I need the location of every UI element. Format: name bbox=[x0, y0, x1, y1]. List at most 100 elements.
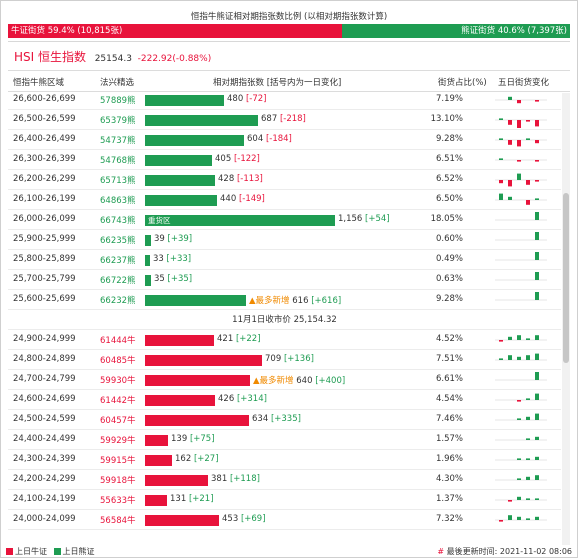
footer: 上日牛证 上日熊证 # 最後更新时间: 2021-11-02 08:06 bbox=[6, 546, 572, 557]
sparkline-bar bbox=[508, 515, 512, 520]
row-code-link[interactable]: 59930牛 bbox=[100, 376, 136, 386]
table-row[interactable]: 25,700-25,799 66722熊 35 [+35] 0.63% bbox=[8, 270, 561, 290]
row-code-link[interactable]: 66237熊 bbox=[100, 256, 136, 266]
sparkline-bar bbox=[517, 140, 521, 147]
table-row[interactable]: 24,500-24,599 60457牛 634 [+335] 7.46% bbox=[8, 410, 561, 430]
column-spark: 五日街货变化 bbox=[498, 78, 550, 88]
table-row[interactable]: 26,600-26,699 57889熊 480 [-72] 7.19% bbox=[8, 93, 561, 110]
five-day-sparkline bbox=[495, 413, 547, 421]
sparkline-bar bbox=[526, 518, 530, 520]
row-code-link[interactable]: 66232熊 bbox=[100, 296, 136, 306]
sparkline-bar bbox=[535, 393, 539, 400]
table-row[interactable]: 26,000-26,099 66743熊 重货区 1,156 [+54] 18.05% bbox=[8, 210, 561, 230]
quantity-value: 480 bbox=[227, 94, 244, 104]
most-new-mark: ▲最多新增 bbox=[249, 296, 290, 306]
table-row[interactable]: 24,700-24,799 59930牛 ▲最多新增 640 [+400] 6.61% bbox=[8, 370, 561, 390]
sparkline-bar bbox=[517, 120, 521, 128]
sparkline-bar bbox=[517, 418, 521, 420]
row-code-link[interactable]: 54737熊 bbox=[100, 136, 136, 146]
row-share-pct: 4.52% bbox=[435, 334, 463, 344]
table-row[interactable]: 24,400-24,499 59929牛 139 [+75] 1.57% bbox=[8, 430, 561, 450]
table-row[interactable]: 26,100-26,199 64863熊 440 [-149] 6.50% bbox=[8, 190, 561, 210]
row-range: 24,500-24,599 bbox=[13, 414, 76, 424]
row-code-link[interactable]: 55633牛 bbox=[100, 496, 136, 506]
five-day-sparkline bbox=[495, 515, 547, 522]
row-share-pct: 1.96% bbox=[435, 454, 463, 464]
sparkline-bar bbox=[517, 356, 521, 360]
five-day-sparkline bbox=[495, 335, 547, 342]
row-quantity: ▲最多新增 640 [+400] bbox=[253, 374, 345, 386]
row-range: 24,600-24,699 bbox=[13, 394, 76, 404]
row-code-link[interactable]: 65713熊 bbox=[100, 176, 136, 186]
row-code-link[interactable]: 65379熊 bbox=[100, 116, 136, 126]
five-day-sparkline bbox=[495, 353, 547, 361]
row-code-link[interactable]: 66235熊 bbox=[100, 236, 136, 246]
row-range: 24,900-24,999 bbox=[13, 334, 76, 344]
quantity-bar bbox=[145, 395, 215, 406]
table-row[interactable]: 25,600-25,699 66232熊 ▲最多新增 616 [+616] 9.28% bbox=[8, 290, 561, 310]
quantity-change: [+75] bbox=[189, 434, 215, 444]
cbbc-table[interactable]: 26,600-26,699 57889熊 480 [-72] 7.19% 26,500-… bbox=[8, 93, 561, 545]
table-row[interactable]: 26,200-26,299 65713熊 428 [-113] 6.52% bbox=[8, 170, 561, 190]
quantity-bar bbox=[145, 335, 214, 346]
table-row[interactable]: 26,500-26,599 65379熊 687 [-218] 13.10% bbox=[8, 110, 561, 130]
sparkline-bar bbox=[535, 335, 539, 340]
quantity-change: [+27] bbox=[193, 454, 219, 464]
row-code-link[interactable]: 57889熊 bbox=[100, 96, 136, 106]
row-code-link[interactable]: 66722熊 bbox=[100, 276, 136, 286]
five-day-sparkline bbox=[495, 173, 547, 187]
row-quantity: 35 [+35] bbox=[154, 274, 192, 284]
row-range: 24,200-24,299 bbox=[13, 474, 76, 484]
table-row[interactable]: 26,300-26,399 54768熊 405 [-122] 6.51% bbox=[8, 150, 561, 170]
scrollbar[interactable] bbox=[562, 93, 570, 545]
table-row[interactable]: 24,000-24,099 56584牛 453 [+69] 7.32% bbox=[8, 510, 561, 530]
five-day-sparkline bbox=[495, 252, 547, 261]
sparkline-bar bbox=[517, 516, 521, 520]
sparkline-bar bbox=[508, 355, 512, 360]
row-code-link[interactable]: 61442牛 bbox=[100, 396, 136, 406]
row-range: 26,200-26,299 bbox=[13, 174, 76, 184]
sparkline-bar bbox=[535, 120, 539, 127]
table-row[interactable]: 25,800-25,899 66237熊 33 [+33] 0.49% bbox=[8, 250, 561, 270]
quantity-change: [-149] bbox=[238, 194, 265, 204]
quantity-value: 405 bbox=[215, 154, 232, 164]
row-code-link[interactable]: 66743熊 bbox=[100, 216, 136, 226]
row-quantity: 426 [+314] bbox=[218, 394, 267, 404]
row-code-link[interactable]: 60485牛 bbox=[100, 356, 136, 366]
table-row[interactable]: 26,400-26,499 54737熊 604 [-184] 9.28% bbox=[8, 130, 561, 150]
quantity-bar bbox=[145, 275, 151, 286]
table-row[interactable]: 24,200-24,299 59918牛 381 [+118] 4.30% bbox=[8, 470, 561, 490]
quantity-bar bbox=[145, 175, 215, 186]
table-row[interactable]: 25,900-25,999 66235熊 39 [+39] 0.60% bbox=[8, 230, 561, 250]
row-code-link[interactable]: 56584牛 bbox=[100, 516, 136, 526]
table-row[interactable]: 24,600-24,699 61442牛 426 [+314] 4.54% bbox=[8, 390, 561, 410]
row-range: 24,700-24,799 bbox=[13, 374, 76, 384]
row-share-pct: 0.49% bbox=[435, 254, 463, 264]
row-code-link[interactable]: 59929牛 bbox=[100, 436, 136, 446]
row-code-link[interactable]: 59918牛 bbox=[100, 476, 136, 486]
sparkline-bar bbox=[508, 96, 512, 100]
table-row[interactable]: 24,300-24,399 59915牛 162 [+27] 1.96% bbox=[8, 450, 561, 470]
table-row[interactable]: 24,900-24,999 61444牛 421 [+22] 4.52% bbox=[8, 330, 561, 350]
row-code-link[interactable]: 59915牛 bbox=[100, 456, 136, 466]
table-row[interactable]: 24,100-24,199 55633牛 131 [+21] 1.37% bbox=[8, 490, 561, 510]
five-day-sparkline bbox=[495, 193, 547, 205]
quantity-change: [+314] bbox=[236, 394, 267, 404]
row-code-link[interactable]: 60457牛 bbox=[100, 416, 136, 426]
row-code-link[interactable]: 64863熊 bbox=[100, 196, 136, 206]
sparkline-bar bbox=[535, 252, 539, 260]
quantity-value: 162 bbox=[175, 454, 192, 464]
scrollbar-thumb[interactable] bbox=[563, 193, 569, 363]
quantity-bar bbox=[145, 115, 258, 126]
quantity-value: 604 bbox=[247, 134, 264, 144]
row-quantity: ▲最多新增 616 [+616] bbox=[249, 294, 341, 306]
row-code-link[interactable]: 61444牛 bbox=[100, 336, 136, 346]
quantity-bar bbox=[145, 155, 212, 166]
table-row[interactable]: 24,800-24,899 60485牛 709 [+136] 7.51% bbox=[8, 350, 561, 370]
sparkline-bar bbox=[535, 160, 539, 162]
sparkline-bar bbox=[508, 140, 512, 145]
row-quantity: 1,156 [+54] bbox=[338, 214, 390, 224]
row-code-link[interactable]: 54768熊 bbox=[100, 156, 136, 166]
sparkline-bar bbox=[535, 498, 539, 500]
five-day-sparkline bbox=[495, 436, 547, 441]
